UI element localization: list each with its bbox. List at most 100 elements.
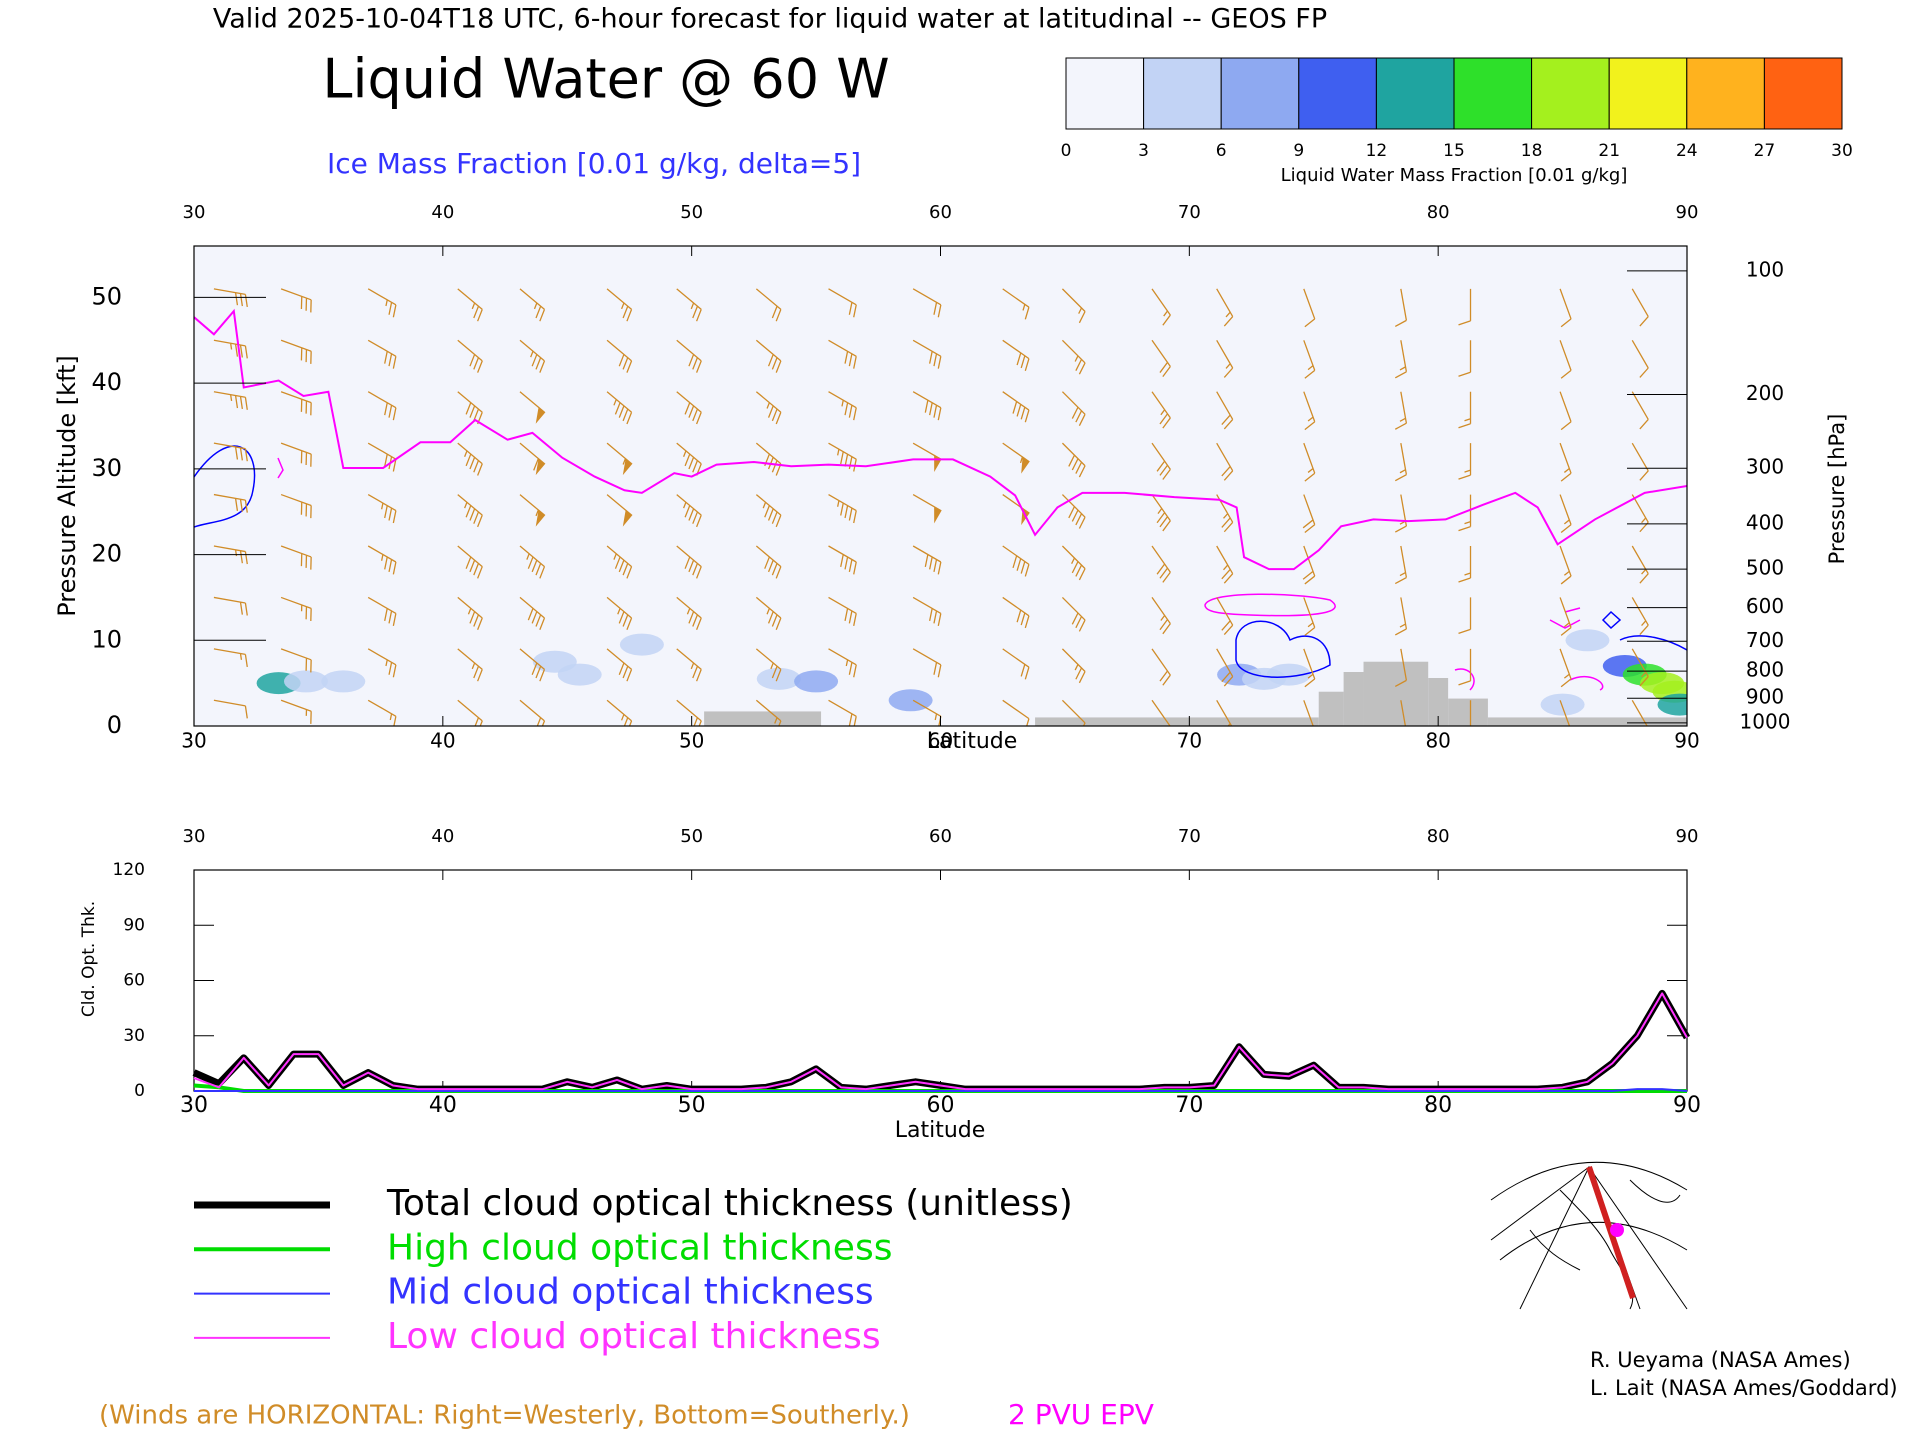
wind-barb [280,288,312,313]
wind-barb [1631,288,1649,327]
colorbar-cell [1531,57,1610,130]
wind-barb [755,339,782,373]
map-parallel [1499,1221,1688,1261]
wind-barb [1394,443,1408,482]
y-tick-label: 30 [123,1026,145,1046]
wind-barb [457,699,483,726]
y-tick-label: 20 [91,540,122,568]
wind-barb [1303,340,1316,379]
x-tick-label-top: 60 [929,202,952,223]
y-tick-label: 30 [91,454,122,482]
x-tick-label-top: 40 [431,202,454,223]
y-tick-label: 120 [113,860,145,880]
legend-label: Low cloud optical thickness [387,1316,881,1357]
colorbar-label: Liquid Water Mass Fraction [0.01 g/kg] [1281,165,1628,186]
x-tick-label: 90 [1673,1093,1701,1118]
wind-barb [1216,442,1234,481]
wind-barb [1061,339,1086,375]
wind-barb [676,648,702,682]
wind-barb [213,648,248,668]
wind-barb [1002,339,1030,371]
x-tick-label: 90 [1674,729,1699,753]
terrain [704,711,822,726]
wind-barb [755,596,782,630]
wind-barb [676,288,702,322]
wind-barb [367,339,397,369]
y-tick-label: 60 [123,971,145,991]
contour [194,445,256,528]
epv-line [194,308,1687,571]
wind-barb [1458,288,1472,326]
x-tick-label-top: 80 [1427,826,1450,847]
y2-tick-label: 200 [1746,381,1784,405]
x-tick-label: 30 [181,729,206,753]
y2-tick-label: 1000 [1740,709,1791,733]
wind-barb [912,596,942,626]
colorbar-cell [1375,57,1455,130]
x-tick-label-top: 50 [680,202,703,223]
x-tick-label: 60 [928,729,953,753]
y2-axis-label: Pressure [hPa] [1825,414,1849,565]
plot-background [194,246,1687,726]
terrain [1318,691,1344,726]
y2-tick-label: 700 [1746,628,1784,652]
header: Valid 2025-10-04T18 UTC, 6-hour forecast… [213,4,1327,35]
wind-barb [1061,648,1086,684]
wind-barb [213,288,248,308]
legend-label: Total cloud optical thickness (unitless) [386,1183,1073,1224]
wind-barb [828,339,857,369]
liquid-water-cell [619,633,664,656]
wind-barb [755,545,782,579]
wind-barb [1151,597,1171,635]
colorbar-cell [1763,57,1843,130]
terrain [1428,678,1449,726]
wind-barb [213,545,248,565]
wind-barb [519,596,546,630]
colorbar-cell [1220,57,1300,130]
x-axis-label: Latitude [927,729,1018,754]
contour [277,457,284,479]
y2-tick-label: 500 [1746,556,1784,580]
contour [1454,668,1604,691]
wind-barb [367,596,397,626]
colorbar-tick-label: 27 [1754,141,1776,161]
wind-barb [1002,545,1030,577]
colorbar-cell [1608,57,1688,130]
liquid-water-cell [756,667,801,690]
wind-barb [1151,494,1171,532]
wind-barb [213,339,248,359]
x-tick-label-top: 30 [183,202,206,223]
wind-barb [912,339,942,369]
wind-barb [367,648,397,678]
wind-barb [1061,699,1086,726]
colorbar-tick-label: 6 [1216,141,1227,161]
wind-barb [1631,442,1649,481]
map-coastline [1529,1179,1681,1310]
series-line [193,992,1688,1091]
wind-barb [1151,648,1171,686]
y2-tick-label: 900 [1746,685,1784,709]
x-tick-label-top: 90 [1676,202,1699,223]
wind-barb [1303,648,1316,688]
wind-barb [1303,391,1316,431]
wind-barb [1559,545,1572,585]
series-line [194,1088,1688,1092]
y-tick-label: 0 [107,711,122,739]
colorbar-tick-label: 9 [1293,141,1304,161]
wind-barb [606,648,633,682]
x-tick-label: 70 [1177,729,1202,753]
wind-barb [912,442,942,472]
subtitle: Ice Mass Fraction [0.01 g/kg, delta=5] [327,147,861,180]
terrain [1487,717,1687,726]
wind-barb [457,545,483,579]
wind-barb [1400,700,1407,726]
wind-barb [755,391,782,425]
wind-barb [457,648,483,682]
y-axis-label: Pressure Altitude [kft] [53,355,81,617]
x-tick-label: 80 [1425,729,1450,753]
wind-barb [1559,648,1572,688]
wind-barb [280,391,312,416]
colorbar-cell [1065,57,1145,130]
wind-barb [1559,494,1572,534]
wind-barb [828,391,857,421]
